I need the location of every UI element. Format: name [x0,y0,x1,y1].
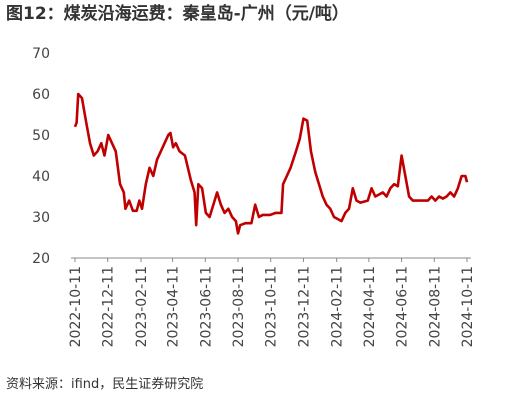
chart-title: 图12：煤炭沿海运费：秦皇岛-广州（元/吨） [6,3,349,24]
y-tick-label: 20 [32,251,50,267]
x-tick-label: 2023-08-11 [231,266,247,347]
x-tick-label: 2024-04-11 [362,266,378,347]
source-note: 资料来源：ifind，民生证券研究院 [6,376,203,392]
y-tick-label: 50 [32,128,50,144]
x-tick-label: 2024-06-11 [395,266,411,347]
series-line [73,92,469,235]
x-tick-label: 2023-10-11 [264,266,280,347]
x-tick-label: 2023-12-11 [296,266,312,347]
x-tick-label: 2024-10-11 [460,266,476,347]
x-tick-label: 2023-06-11 [198,266,214,347]
x-tick-label: 2022-10-11 [68,266,84,347]
y-tick-label: 40 [32,169,50,185]
y-tick-label: 60 [32,87,50,103]
y-tick-label: 70 [32,46,50,62]
y-tick-label: 30 [32,210,50,226]
x-tick-label: 2024-02-11 [330,266,346,347]
x-tick-label: 2023-04-11 [166,266,182,347]
x-tick-label: 2023-02-11 [134,266,150,347]
x-tick-label: 2024-08-11 [427,266,443,347]
x-tick-label: 2022-12-11 [101,266,117,347]
